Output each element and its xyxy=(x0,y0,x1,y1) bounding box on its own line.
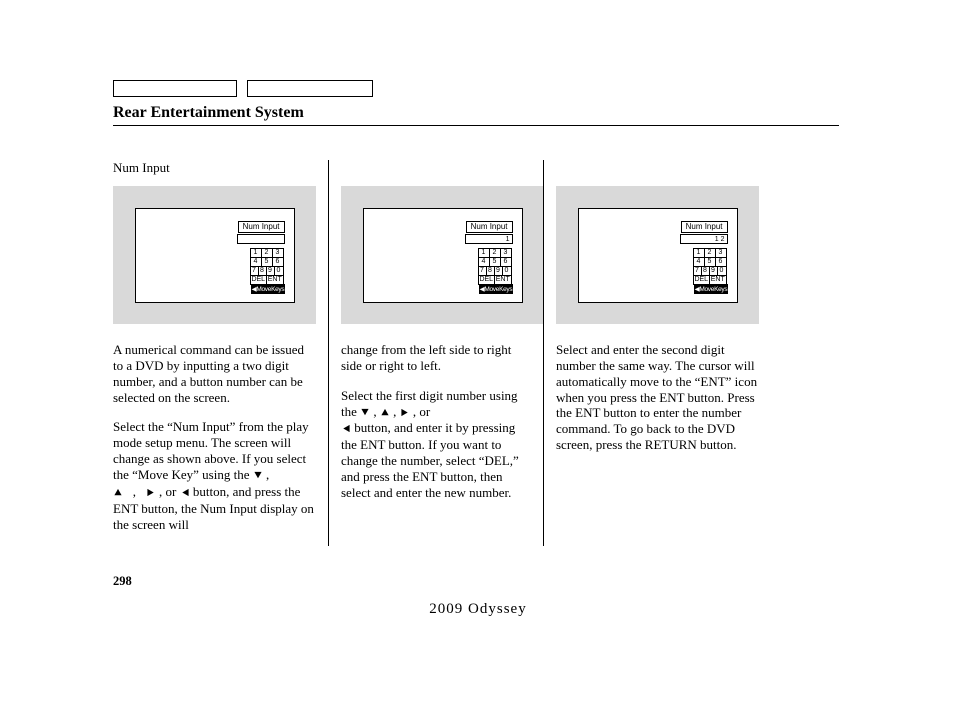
left-triangle-icon xyxy=(180,485,190,501)
screen-3: Num Input 1 2 1 2 3 4 5 6 7 8 xyxy=(578,208,738,303)
up-triangle-icon xyxy=(113,485,123,501)
right-triangle-icon xyxy=(400,405,410,421)
text: button, and enter it by pressing the ENT… xyxy=(341,420,519,499)
key-movekeys: ◀MoveKeys xyxy=(694,284,728,294)
paragraph: A numerical command can be issued to a D… xyxy=(113,342,316,405)
screen-2: Num Input 1 1 2 3 4 5 6 7 8 xyxy=(363,208,523,303)
down-triangle-icon xyxy=(253,468,263,484)
text: , xyxy=(126,484,142,499)
section-subhead: Num Input xyxy=(113,160,316,176)
left-triangle-icon xyxy=(341,421,351,437)
screen-panel-2: Num Input 1 1 2 3 4 5 6 7 8 xyxy=(341,186,544,324)
num-input-label: Num Input xyxy=(238,221,285,233)
key-ent: ENT xyxy=(266,275,284,285)
body-text-2: change from the left side to right side … xyxy=(341,342,531,501)
body-text-3: Select and enter the second digit number… xyxy=(556,342,758,453)
text: , or xyxy=(413,404,430,419)
top-placeholder-boxes xyxy=(113,80,894,97)
screen-panel-3: Num Input 1 2 1 2 3 4 5 6 7 8 xyxy=(556,186,759,324)
num-input-label: Num Input xyxy=(466,221,513,233)
paragraph: Select the first digit number using the … xyxy=(341,388,531,501)
up-triangle-icon xyxy=(380,405,390,421)
keypad-1: 1 2 3 4 5 6 7 8 9 0 xyxy=(251,249,285,294)
screen-1: Num Input 1 2 3 4 5 6 7 8 xyxy=(135,208,295,303)
spacer xyxy=(556,160,758,176)
key-movekeys: ◀MoveKeys xyxy=(251,284,285,294)
paragraph: change from the left side to right side … xyxy=(341,342,531,374)
num-input-value-1 xyxy=(237,234,285,244)
placeholder-box-1 xyxy=(113,80,237,97)
right-triangle-icon xyxy=(146,485,156,501)
text: , or xyxy=(159,484,180,499)
page-number: 298 xyxy=(113,574,894,589)
placeholder-box-2 xyxy=(247,80,373,97)
footer-text: 2009 Odyssey xyxy=(113,601,843,618)
key-ent: ENT xyxy=(494,275,512,285)
num-input-label: Num Input xyxy=(681,221,728,233)
key-del: DEL xyxy=(478,275,496,285)
keypad-3: 1 2 3 4 5 6 7 8 9 0 xyxy=(694,249,728,294)
num-input-value-2: 1 xyxy=(465,234,513,244)
paragraph: Select and enter the second digit number… xyxy=(556,342,758,453)
text: , xyxy=(263,467,270,482)
key-movekeys: ◀MoveKeys xyxy=(479,284,513,294)
body-text-1: A numerical command can be issued to a D… xyxy=(113,342,316,532)
spacer xyxy=(341,160,531,176)
key-del: DEL xyxy=(693,275,711,285)
column-1: Num Input Num Input 1 2 3 4 5 6 xyxy=(113,160,328,546)
column-3: Num Input 1 2 1 2 3 4 5 6 7 8 xyxy=(543,160,758,546)
key-ent: ENT xyxy=(709,275,727,285)
text: Select the “Num Input” from the play mod… xyxy=(113,419,309,482)
num-input-value-3: 1 2 xyxy=(680,234,728,244)
screen-panel-1: Num Input 1 2 3 4 5 6 7 8 xyxy=(113,186,316,324)
content-columns: Num Input Num Input 1 2 3 4 5 6 xyxy=(113,160,843,546)
paragraph: Select the “Num Input” from the play mod… xyxy=(113,419,316,532)
text: button, and press the ENT button, the Nu… xyxy=(113,484,314,532)
page-title: Rear Entertainment System xyxy=(113,101,839,126)
column-2: Num Input 1 1 2 3 4 5 6 7 8 xyxy=(328,160,543,546)
key-del: DEL xyxy=(250,275,268,285)
keypad-2: 1 2 3 4 5 6 7 8 9 0 xyxy=(479,249,513,294)
down-triangle-icon xyxy=(360,405,370,421)
